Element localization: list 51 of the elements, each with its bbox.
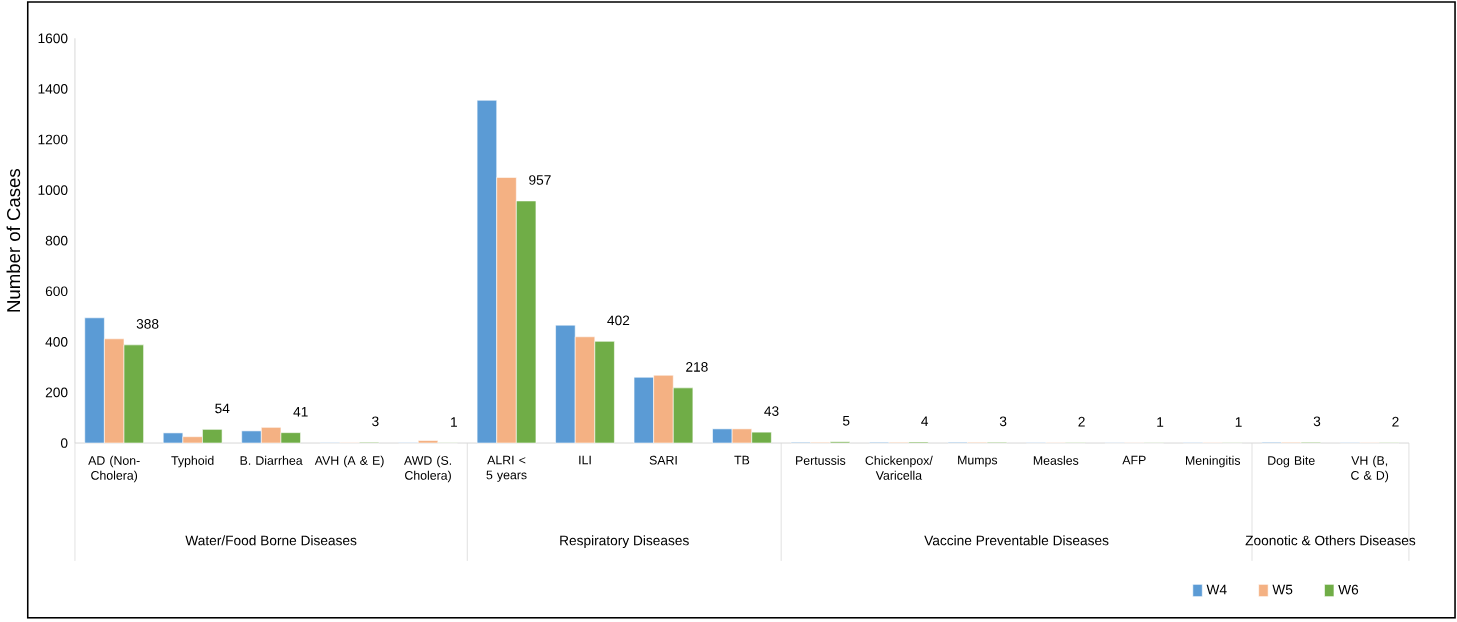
data-label: 5: [842, 416, 850, 426]
data-label: 1: [451, 417, 457, 427]
data-label: 2: [1392, 416, 1399, 427]
y-tick-label: 1000: [38, 185, 68, 195]
data-label: 957: [529, 175, 551, 185]
data-label: 1: [1157, 417, 1164, 427]
x-tick-label: Meningitis: [1186, 455, 1241, 468]
text: Water/Food Borne Diseases: [185, 535, 357, 546]
text: Zoonotic & Others Diseases: [1245, 535, 1416, 546]
text: Respiratory Diseases: [560, 535, 689, 549]
data-label: 4: [921, 416, 929, 426]
x-tick-label: Measles: [1033, 455, 1079, 465]
x-tick-label: B. Diarrhea: [240, 455, 303, 465]
data-label: 3: [999, 416, 1007, 427]
y-tick-label: 0: [60, 438, 68, 448]
x-tick-label: VH (B, C & D): [1351, 455, 1389, 483]
x-tick-label: TB: [734, 455, 750, 465]
x-tick-label: ALRI < 5 years: [486, 455, 527, 482]
data-label: 54: [215, 403, 230, 414]
y-tick-label: 200: [45, 387, 68, 398]
y-tick-label: 1400: [38, 84, 68, 94]
legend-label: W5: [1272, 584, 1293, 595]
data-label: 3: [1313, 416, 1321, 427]
data-label: 2: [1078, 416, 1085, 427]
x-tick-label: Mumps: [958, 455, 998, 467]
data-label: 41: [293, 407, 308, 417]
text: Vaccine Preventable Diseases: [924, 535, 1109, 546]
x-tick-label: ILI: [579, 455, 591, 465]
x-tick-label: SARI: [649, 455, 677, 465]
x-tick-label: AD (Non-Cholera): [88, 455, 140, 483]
y-tick-label: 1600: [38, 33, 68, 44]
data-label: 1: [1235, 417, 1242, 427]
data-label: 402: [607, 315, 630, 326]
x-tick-label: AFP: [1122, 455, 1146, 465]
y-tick-label: 600: [45, 286, 68, 297]
data-label: 3: [372, 416, 379, 427]
y-tick-label: 800: [45, 235, 68, 246]
legend-label: W4: [1206, 584, 1227, 595]
y-axis-title: Number of Cases: [6, 169, 21, 312]
data-label: 388: [136, 319, 159, 329]
x-tick-label: Typhoid: [171, 455, 214, 468]
y-tick-label: 1200: [38, 134, 68, 145]
x-tick-label: Dog Bite: [1268, 455, 1315, 468]
legend-label: W6: [1338, 584, 1359, 595]
x-tick-label: Chickenpox/ Varicella: [865, 455, 933, 480]
y-tick-label: 400: [45, 337, 68, 347]
x-tick-label: Pertussis: [796, 455, 846, 465]
data-label: 218: [686, 362, 708, 372]
x-tick-label: AWD (S. Cholera): [404, 455, 452, 483]
data-label: 43: [764, 406, 779, 417]
x-tick-label: AVH (A & E): [314, 455, 384, 468]
